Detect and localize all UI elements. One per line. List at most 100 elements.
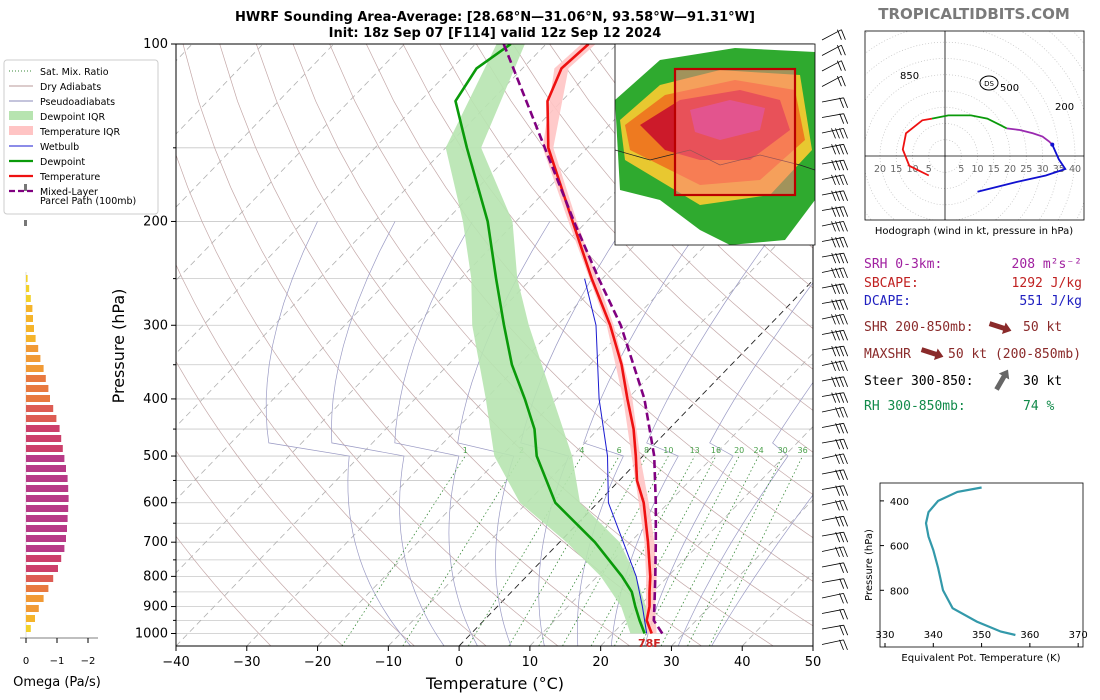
x-tick-label: 0 — [455, 655, 463, 670]
barb-flag — [839, 439, 845, 450]
x-tick-label: −40 — [162, 655, 189, 670]
hodograph-ring-label: 30 — [1036, 164, 1048, 175]
theta-e-ytick-label: 400 — [890, 497, 909, 508]
omega-bar — [26, 405, 54, 412]
dry-adiabat-line — [182, 44, 631, 646]
legend-label: Wetbulb — [40, 142, 79, 153]
barb-flag — [839, 346, 845, 357]
barb-flag — [835, 392, 841, 403]
barb-flag — [843, 485, 849, 496]
barb-flag — [835, 144, 840, 155]
wind-barb — [821, 75, 846, 87]
legend-item: Dry Adiabats — [9, 82, 101, 93]
mixing-ratio-label: 13 — [690, 446, 700, 455]
wind-barb — [821, 376, 848, 387]
x-tick-label: 40 — [734, 655, 751, 670]
theta-e-xtick-label: 330 — [875, 630, 894, 641]
omega-bar — [26, 365, 44, 372]
hodograph-ring-label: 10 — [971, 164, 983, 175]
pseudoadiabat-line — [331, 221, 445, 646]
maxshear-arrow-icon — [920, 347, 944, 360]
mixing-ratio-label: 24 — [754, 446, 764, 455]
mixing-ratio-line — [341, 455, 466, 646]
legend-item: Temperature — [9, 172, 100, 183]
barb-flag — [839, 376, 844, 387]
wind-barb — [821, 639, 848, 651]
hodograph-ring-label: 15 — [988, 164, 1000, 175]
wind-barb — [821, 60, 846, 72]
legend-label: Temperature IQR — [39, 127, 120, 138]
barb-flag — [839, 128, 844, 139]
wind-barb — [821, 469, 848, 480]
stats-panel: SRH 0-3km: 208 m²s⁻² SBCAPE: 1292 J/kg DCAPE… — [864, 257, 1082, 414]
theta-e-ytick-label: 800 — [890, 586, 909, 597]
barb-flag — [841, 60, 846, 71]
dry-adiabat-line — [402, 44, 813, 496]
barb-flag — [835, 299, 841, 310]
barb-flag — [839, 593, 844, 604]
barb-flag — [839, 639, 844, 651]
barb-flag — [843, 144, 848, 155]
legend-label: Mixed-Layer — [40, 187, 98, 198]
stat-value: 30 kt — [1023, 374, 1062, 389]
storm-motion-marker — [979, 75, 999, 91]
barb-flag — [835, 360, 840, 372]
pseudoadiabat-line — [711, 494, 813, 646]
inset-map — [614, 43, 816, 246]
omega-bar — [26, 465, 66, 472]
wind-barb — [821, 29, 846, 41]
barb-flag — [835, 439, 841, 450]
barb-flag — [843, 128, 848, 139]
barb-flag — [835, 376, 840, 387]
hodograph-ring-label: 10 — [906, 164, 918, 175]
stat-row: Steer 300-850: 30 kt — [864, 374, 1062, 389]
hodograph: 20 15 10 5 5 10 15 20 25 30 35 40 850 500 200 DS Hodog… — [864, 30, 1085, 237]
barb-flag — [837, 76, 842, 87]
mixing-ratio-label: 4 — [579, 446, 584, 455]
wind-barb — [821, 329, 848, 341]
temperature-line — [546, 44, 653, 634]
barb-flag — [835, 174, 840, 186]
wind-barb — [821, 360, 848, 372]
theta-e-xtick-label: 350 — [972, 630, 991, 641]
barb-flag — [839, 144, 844, 155]
barb-flag — [831, 346, 837, 357]
omega-tick-label: 0 — [23, 656, 29, 667]
omega-bar — [26, 325, 34, 332]
stat-value: 1292 J/kg — [1012, 276, 1082, 291]
y-tick-label: 200 — [143, 214, 168, 229]
barb-flag — [843, 237, 848, 248]
omega-bar — [26, 295, 31, 302]
barb-staff — [821, 29, 842, 41]
omega-marker — [24, 184, 27, 191]
wind-barb — [821, 174, 848, 186]
wind-barb — [821, 44, 846, 56]
barb-flag — [843, 625, 849, 636]
barb-flag — [839, 330, 844, 341]
barb-flag — [839, 267, 844, 279]
omega-bar — [26, 565, 58, 572]
map-area-fill — [675, 69, 795, 195]
hodograph-200-dot — [1050, 142, 1055, 147]
barb-flag — [839, 485, 845, 496]
wind-barb — [821, 453, 848, 465]
legend-label: Parcel Path (100mb) — [40, 196, 136, 207]
legend-label: Dewpoint IQR — [40, 112, 105, 123]
dry-adiabat-line — [549, 44, 813, 330]
dry-adiabat-line — [365, 44, 813, 539]
wind-barb — [821, 283, 848, 294]
barb-flag — [839, 283, 844, 294]
barb-flag — [837, 29, 842, 40]
barb-flag — [831, 267, 836, 279]
stat-label: DCAPE: — [864, 294, 911, 309]
mixing-ratio-line — [590, 455, 696, 646]
hodograph-ring-label: 5 — [926, 164, 932, 175]
theta-e-xtick-label: 360 — [1020, 630, 1039, 641]
omega-bar — [26, 285, 30, 292]
wind-barb — [821, 500, 848, 511]
mixing-ratio-label: 30 — [778, 446, 788, 455]
barb-flag — [835, 346, 841, 357]
omega-bar — [26, 505, 69, 512]
stat-row: SBCAPE: 1292 J/kg — [864, 276, 1082, 291]
barb-flag — [839, 407, 844, 418]
